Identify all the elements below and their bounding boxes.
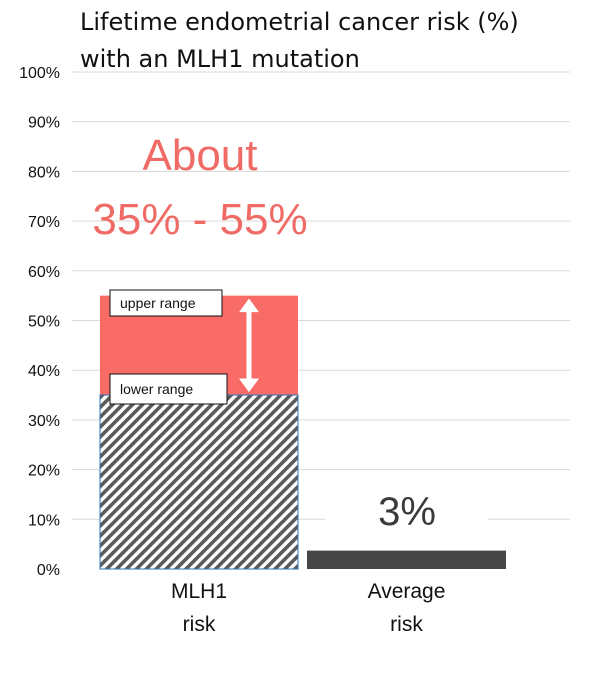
chart-title: Lifetime endometrial cancer risk (%) wit… [80,8,519,73]
lower-range-label-box [109,373,228,405]
range-double-arrow [237,296,261,394]
bar-mlh1-lower-range [99,394,299,570]
y-tick-label: 60% [28,264,60,281]
x-axis-labels: MLH1 risk Average risk [171,580,445,636]
bar-average-risk [307,550,506,569]
y-axis-ticks: 0% 10% 20% 30% 40% 50% 60% 70% 80% 90% 100% [19,65,60,579]
y-tick-label: 70% [28,214,60,231]
lower-range-label: lower range [120,381,193,397]
y-tick-label: 100% [19,65,60,82]
category-label: Average [368,580,446,603]
average-risk-label: 3% [378,490,436,534]
annotations: upper range lower range About 35% - 55% 3% [92,131,488,534]
range-annotation-line-1: About [143,131,258,180]
y-tick-label: 50% [28,314,60,331]
upper-range-label: upper range [120,295,196,311]
chart-title-line-1: Lifetime endometrial cancer risk (%) [80,8,519,36]
y-tick-label: 40% [28,363,60,380]
y-tick-label: 0% [37,562,60,579]
average-label-backdrop [325,481,488,531]
range-annotation-line-2: 35% - 55% [92,195,307,244]
y-tick-label: 80% [28,164,60,181]
y-tick-label: 10% [28,512,60,529]
category-label: MLH1 [171,580,227,603]
y-tick-label: 90% [28,115,60,132]
category-label: risk [390,613,423,636]
chart-title-line-2: with an MLH1 mutation [80,45,360,73]
y-tick-label: 20% [28,463,60,480]
y-tick-label: 30% [28,413,60,430]
upper-range-label-box [109,289,223,317]
category-label: risk [183,613,216,636]
